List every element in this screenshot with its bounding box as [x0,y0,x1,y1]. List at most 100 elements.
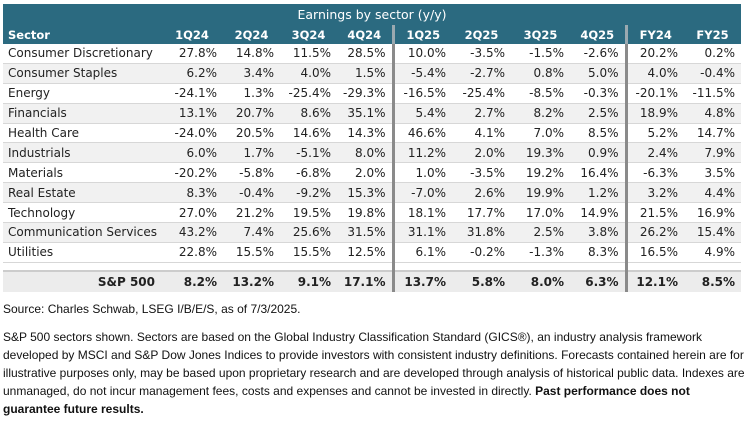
value-cell: 19.9% [511,182,570,204]
value-cell: 7.4% [223,222,280,243]
value-cell: 14.6% [280,123,337,144]
total-value-cell: 8.5% [684,269,741,292]
table-body: Consumer Discretionary 27.8% 14.8% 11.5% 28.… [3,44,741,292]
value-cell: 0.9% [570,142,626,164]
value-cell: 6.0% [161,142,223,164]
spacer-cell [3,262,161,271]
total-value-cell: 5.8% [452,269,511,292]
value-cell: 4.4% [684,182,741,204]
value-cell: 25.6% [280,222,337,243]
total-value-cell: 6.3% [570,269,626,292]
value-cell: 14.7% [684,123,741,144]
value-cell: 1.5% [337,63,393,84]
value-cell: 2.0% [452,142,511,164]
value-cell: -2.7% [452,63,511,84]
value-cell: 5.4% [391,103,452,124]
value-cell: 4.0% [624,63,684,84]
table-row: Industrials 6.0% 1.7% -5.1% 8.0% 11.2% 2.0% 19.… [3,142,741,164]
total-label: S&P 500 [3,269,161,292]
table-row: Technology 27.0% 21.2% 19.5% 19.8% 18.1% 17.7%… [3,202,741,224]
sector-name: Communication Services [3,222,161,243]
value-cell: 8.0% [337,142,393,164]
value-cell: 15.5% [223,242,280,263]
value-cell: -25.4% [280,83,337,104]
value-cell: 18.1% [391,202,452,224]
value-cell: -0.4% [684,63,741,84]
value-cell: 19.5% [280,202,337,224]
value-cell: -29.3% [337,83,393,104]
value-cell: 27.0% [161,202,223,224]
sector-name: Consumer Discretionary [3,44,161,64]
total-value-cell: 17.1% [337,269,393,292]
value-cell: 16.5% [624,242,684,263]
total-value-cell: 13.7% [391,269,452,292]
value-cell: -3.5% [452,162,511,184]
column-header-sector: Sector [3,25,161,44]
value-cell: 4.8% [684,103,741,124]
table-row: Real Estate 8.3% -0.4% -9.2% 15.3% -7.0% 2.6% 1… [3,182,741,204]
footnotes: Source: Charles Schwab, LSEG I/B/E/S, as… [3,300,748,418]
value-cell: 8.3% [570,242,626,263]
sector-name: Financials [3,103,161,124]
value-cell: 46.6% [391,123,452,144]
value-cell: 16.4% [570,162,626,184]
value-cell: 1.3% [223,83,280,104]
table-title: Earnings by sector (y/y) [3,4,741,25]
value-cell: -5.1% [280,142,337,164]
value-cell: -0.4% [223,182,280,204]
value-cell: 26.2% [624,222,684,243]
value-cell: 1.0% [391,162,452,184]
table-row: Materials -20.2% -5.8% -6.8% 2.0% 1.0% -3.5% 19… [3,162,741,184]
value-cell: 1.7% [223,142,280,164]
value-cell: 19.3% [511,142,570,164]
column-header-4q25: 4Q25 [570,25,626,44]
value-cell: 12.5% [337,242,393,263]
column-header-1q24: 1Q24 [161,25,223,44]
value-cell: 17.0% [511,202,570,224]
value-cell: 28.5% [337,44,393,64]
sector-name: Health Care [3,123,161,144]
value-cell: 11.2% [391,142,452,164]
value-cell: -0.3% [570,83,626,104]
value-cell: 43.2% [161,222,223,243]
value-cell: -0.2% [452,242,511,263]
value-cell: 17.7% [452,202,511,224]
value-cell: 15.4% [684,222,741,243]
value-cell: 35.1% [337,103,393,124]
total-value-cell: 9.1% [280,269,337,292]
value-cell: -6.3% [624,162,684,184]
value-cell: 21.2% [223,202,280,224]
source-note: Source: Charles Schwab, LSEG I/B/E/S, as… [3,302,301,316]
column-header-3q25: 3Q25 [511,25,570,44]
disclaimer-text: S&P 500 sectors shown. Sectors are based… [3,330,745,398]
value-cell: 7.0% [511,123,570,144]
table-row: Utilities 22.8% 15.5% 15.5% 12.5% 6.1% -0.2% -1… [3,242,741,263]
table-row: Communication Services 43.2% 7.4% 25.6% 31.5… [3,222,741,243]
value-cell: -1.3% [511,242,570,263]
value-cell: 31.1% [391,222,452,243]
value-cell: 2.7% [452,103,511,124]
value-cell: 8.6% [280,103,337,124]
value-cell: 5.2% [624,123,684,144]
spacer-cell [161,262,223,271]
spacer-cell [223,262,280,271]
total-value-cell: 8.2% [161,269,223,292]
value-cell: -5.4% [391,63,452,84]
value-cell: -8.5% [511,83,570,104]
spacer-cell [391,262,452,271]
sector-name: Utilities [3,242,161,263]
spacer-cell [570,262,626,271]
column-header-1q25: 1Q25 [391,25,452,44]
spacer-cell [624,262,684,271]
value-cell: -20.2% [161,162,223,184]
spacer-cell [452,262,511,271]
value-cell: 2.5% [511,222,570,243]
value-cell: 19.8% [337,202,393,224]
value-cell: 13.1% [161,103,223,124]
value-cell: 31.8% [452,222,511,243]
spacer-cell [280,262,337,271]
value-cell: 2.0% [337,162,393,184]
value-cell: 15.3% [337,182,393,204]
spacer-row [3,262,741,271]
value-cell: 0.2% [684,44,741,64]
